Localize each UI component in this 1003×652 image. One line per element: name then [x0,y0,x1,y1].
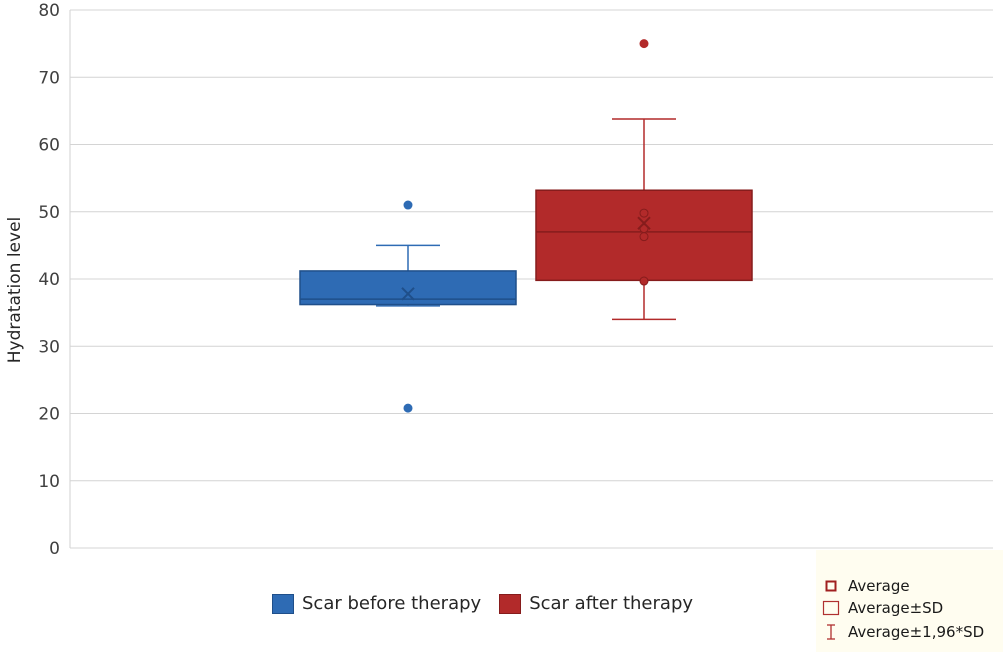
outlier-point-0 [639,39,649,49]
key-label-196sd: Average±1,96*SD [848,623,985,641]
y-tick-label-0: 0 [49,539,60,559]
sd-box-icon [822,599,840,617]
data-point-1 [639,232,649,242]
data-point-3 [639,208,649,218]
legend-label-before: Scar before therapy [302,593,482,614]
legend-item-after: Scar after therapy [499,593,693,614]
y-tick-label-50: 50 [38,203,60,223]
gridlines [69,9,993,549]
box-plots [299,39,753,413]
y-tick-label-10: 10 [38,472,60,492]
legend-swatch-after [499,593,522,614]
y-tick-label-60: 60 [38,136,60,156]
y-tick-label-70: 70 [38,68,60,88]
average-symbol-icon [822,577,840,595]
y-tick-label-40: 40 [38,270,60,290]
legend: Scar before therapy Scar after therapy [272,593,711,614]
key-row-196sd: Average±1,96*SD [822,623,984,641]
legend-item-before: Scar before therapy [272,593,481,614]
key-label-average: Average [848,577,910,595]
error-bar-icon [822,623,840,641]
y-tick-label-20: 20 [38,405,60,425]
box-before [299,200,517,413]
key-row-sd: Average±SD [822,599,943,617]
legend-swatch-before [272,593,294,614]
y-tick-labels: 0 10 20 30 40 50 60 70 80 [38,1,60,559]
y-tick-label-80: 80 [38,1,60,21]
mean-marker [401,287,415,301]
outlier-point-0 [403,200,413,210]
key-label-sd: Average±SD [848,599,944,617]
key-row-average: Average [822,577,910,595]
box-after [535,39,753,321]
statistics-key: Average Average±SD Average±1,96*SD [816,550,1003,652]
mean-marker [637,216,651,230]
y-axis-title: Hydratation level [5,217,25,364]
outlier-point-1 [403,403,413,413]
legend-label-after: Scar after therapy [529,593,694,614]
data-point-0 [639,276,649,286]
y-tick-label-30: 30 [38,337,60,357]
